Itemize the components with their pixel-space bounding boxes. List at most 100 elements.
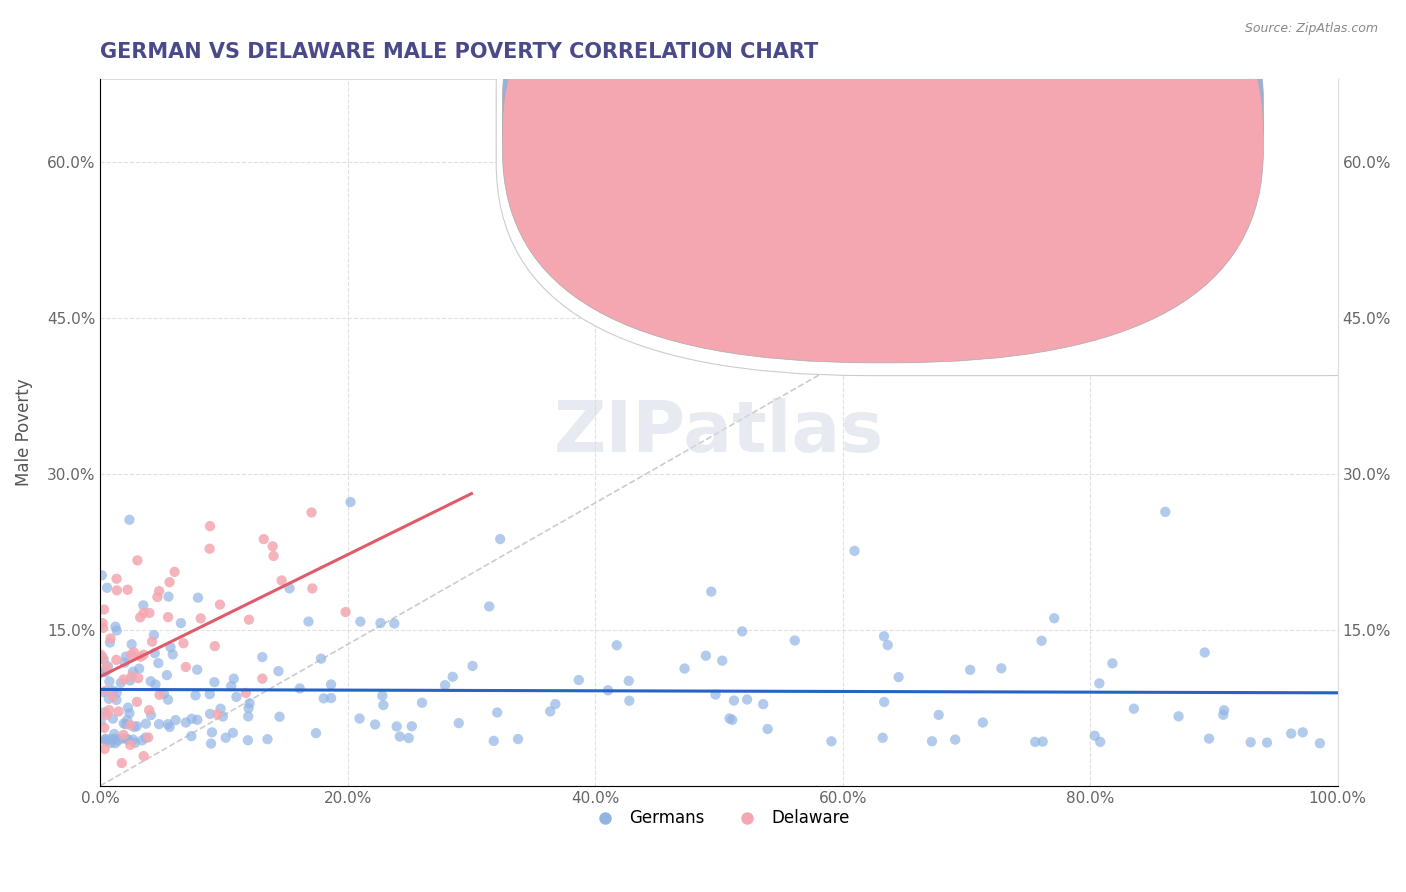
Point [447,716,470,731]
Point [339,495,361,509]
Point [90,568,112,582]
Point [252,672,274,686]
Point [97,691,120,706]
Point [117,700,139,714]
Point [538,705,561,719]
Point [1043,611,1066,625]
Point [101,712,124,726]
Point [163,565,186,579]
Point [319,691,342,706]
Point [190,611,212,625]
Point [278,582,301,596]
Point [101,690,124,704]
Point [96,707,118,722]
Point [184,689,207,703]
Point [105,653,128,667]
Point [91,621,114,635]
Point [972,715,994,730]
Point [96,581,118,595]
Point [482,734,505,748]
Point [129,610,152,624]
Point [198,687,221,701]
Point [398,731,420,745]
Point [711,654,734,668]
Point [959,663,981,677]
Point [1240,735,1263,749]
Point [1032,734,1054,748]
Point [731,624,754,639]
Point [148,717,170,731]
Point [134,731,156,745]
Point [91,649,114,664]
Point [262,539,284,553]
Point [104,736,127,750]
Point [127,553,149,567]
Point [111,756,134,770]
Point [138,703,160,717]
FancyBboxPatch shape [496,0,1406,376]
Point [157,590,180,604]
Point [122,665,145,679]
Point [148,688,170,702]
Point [752,697,775,711]
Point [100,736,122,750]
Point [141,634,163,648]
Point [165,713,187,727]
Point [235,686,257,700]
Point [270,574,292,588]
Point [121,637,143,651]
Point [94,665,117,679]
Legend: Germans, Delaware: Germans, Delaware [581,803,856,834]
Point [873,695,896,709]
Point [735,692,758,706]
Point [112,728,135,742]
Point [411,696,433,710]
Text: R = 0.029    N = 178: R = 0.029 N = 178 [898,102,1071,120]
Point [943,732,966,747]
Point [1084,729,1107,743]
Point [1101,657,1123,671]
FancyBboxPatch shape [502,0,1264,363]
Point [127,671,149,685]
Point [117,732,139,747]
Point [1122,701,1144,715]
Point [1090,735,1112,749]
Point [157,610,180,624]
Point [401,719,423,733]
Point [122,645,145,659]
Point [97,659,120,673]
Point [93,706,115,720]
Point [111,731,134,746]
Point [238,709,260,723]
Point [114,656,136,670]
Point [756,722,779,736]
Point [96,660,118,674]
Point [117,582,139,597]
Point [90,648,112,662]
Point [239,696,262,710]
Point [236,733,259,747]
Point [1213,703,1236,717]
Point [139,674,162,689]
Point [1167,709,1189,723]
Point [872,731,894,745]
Point [673,661,696,675]
Point [820,734,842,748]
Point [441,670,464,684]
Text: GERMAN VS DELAWARE MALE POVERTY CORRELATION CHART: GERMAN VS DELAWARE MALE POVERTY CORRELAT… [100,42,818,62]
Point [138,606,160,620]
Point [201,725,224,739]
Point [876,638,898,652]
Point [312,691,335,706]
Point [1088,676,1111,690]
Point [105,583,128,598]
Point [120,738,142,752]
Point [121,669,143,683]
Point [486,706,509,720]
Point [267,664,290,678]
Point [180,729,202,743]
Point [129,649,152,664]
Point [93,721,115,735]
Point [288,681,311,696]
Point [139,708,162,723]
